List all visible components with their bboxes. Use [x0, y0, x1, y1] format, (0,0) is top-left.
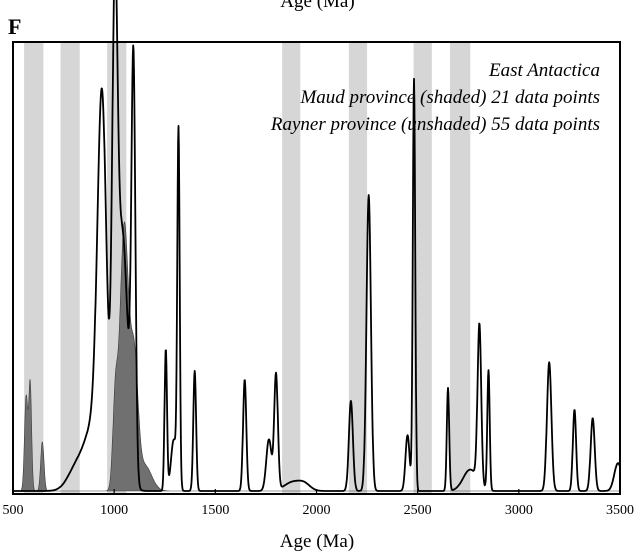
- x-tick-label-2000: 2000: [303, 503, 331, 518]
- cut-off-axis-title: Age (Ma): [280, 0, 355, 12]
- x-tick-label-2500: 2500: [404, 503, 432, 518]
- age-band-4: [282, 42, 301, 494]
- legend-region-title: East Antactica: [488, 60, 600, 81]
- age-band-5: [348, 42, 368, 494]
- x-tick-label-500: 500: [3, 503, 24, 518]
- x-axis-title: Age (Ma): [280, 531, 354, 552]
- shaded-age-bands: [24, 42, 471, 494]
- x-tick-label-3500: 3500: [606, 503, 634, 518]
- panel-letter: F: [8, 14, 22, 39]
- x-tick-label-1000: 1000: [100, 503, 128, 518]
- age-band-6: [413, 42, 432, 494]
- x-axis-ticks: 500 1000 1500 2000 2500 3000 3500: [3, 489, 634, 518]
- age-band-2: [60, 42, 80, 494]
- maud-density-area: [13, 221, 620, 492]
- legend-maud-province: Maud province (shaded) 21 data points: [299, 87, 600, 108]
- age-band-1: [24, 42, 44, 494]
- x-tick-label-1500: 1500: [201, 503, 229, 518]
- legend-rayner-province: Rayner province (unshaded) 55 data point…: [270, 114, 600, 135]
- age-band-7: [450, 42, 471, 494]
- x-tick-label-3000: 3000: [505, 503, 533, 518]
